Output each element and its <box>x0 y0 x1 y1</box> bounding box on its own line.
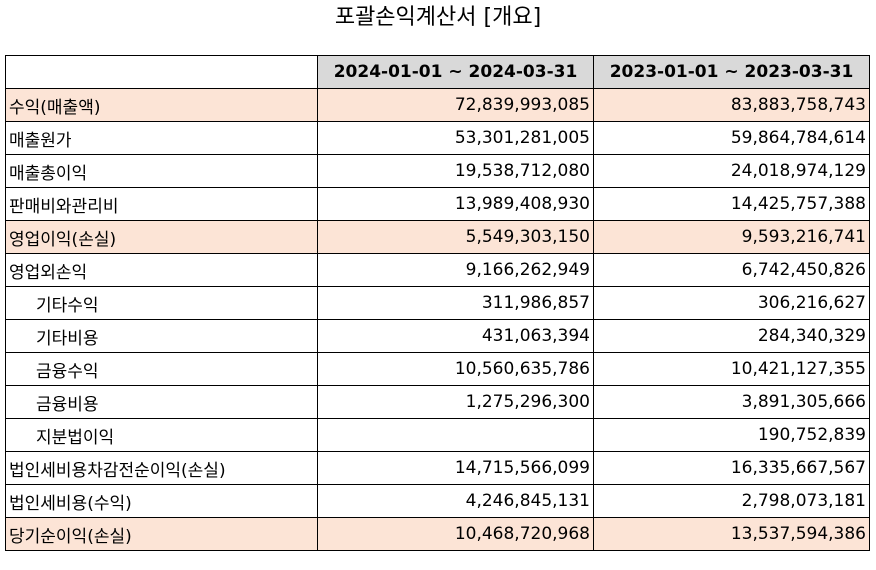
value-2024: 13,989,408,930 <box>317 187 594 221</box>
value-2023: 9,593,216,741 <box>593 220 870 254</box>
value-2024: 14,715,566,099 <box>317 451 594 485</box>
value-2024: 53,301,281,005 <box>317 121 594 155</box>
value-2024: 19,538,712,080 <box>317 154 594 188</box>
row-label: 판매비와관리비 <box>5 187 318 221</box>
value-2024: 10,560,635,786 <box>317 352 594 386</box>
value-2023: 190,752,839 <box>593 418 870 452</box>
table-row: 법인세비용(수익) 4,246,845,131 2,798,073,181 <box>5 484 870 518</box>
table-row: 기타수익 311,986,857 306,216,627 <box>5 286 870 320</box>
table-row: 법인세비용차감전순이익(손실) 14,715,566,099 16,335,667,… <box>5 451 870 485</box>
table-row: 판매비와관리비 13,989,408,930 14,425,757,388 <box>5 187 870 221</box>
row-label: 금융비용 <box>5 385 318 419</box>
value-2023: 284,340,329 <box>593 319 870 353</box>
header-period-2023: 2023-01-01 ~ 2023-03-31 <box>593 55 870 89</box>
table-row: 기타비용 431,063,394 284,340,329 <box>5 319 870 353</box>
table-row: 금융수익 10,560,635,786 10,421,127,355 <box>5 352 870 386</box>
header-period-2024: 2024-01-01 ~ 2024-03-31 <box>317 55 594 89</box>
row-label: 지분법이익 <box>5 418 318 452</box>
value-2023: 24,018,974,129 <box>593 154 870 188</box>
value-2024 <box>317 418 594 452</box>
row-label: 당기순이익(손실) <box>5 517 318 551</box>
page-title: 포괄손익계산서 [개요] <box>334 5 542 30</box>
row-label: 매출원가 <box>5 121 318 155</box>
table-row: 수익(매출액) 72,839,993,085 83,883,758,743 <box>5 88 870 122</box>
table-row: 영업이익(손실) 5,549,303,150 9,593,216,741 <box>5 220 870 254</box>
value-2023: 10,421,127,355 <box>593 352 870 386</box>
row-label: 기타수익 <box>5 286 318 320</box>
value-2024: 72,839,993,085 <box>317 88 594 122</box>
header-blank-cell <box>5 55 318 89</box>
table-row: 금융비용 1,275,296,300 3,891,305,666 <box>5 385 870 419</box>
value-2024: 5,549,303,150 <box>317 220 594 254</box>
value-2023: 16,335,667,567 <box>593 451 870 485</box>
value-2023: 14,425,757,388 <box>593 187 870 221</box>
value-2023: 13,537,594,386 <box>593 517 870 551</box>
value-2024: 10,468,720,968 <box>317 517 594 551</box>
value-2023: 59,864,784,614 <box>593 121 870 155</box>
row-label: 매출총이익 <box>5 154 318 188</box>
table-row: 영업외손익 9,166,262,949 6,742,450,826 <box>5 253 870 287</box>
value-2023: 3,891,305,666 <box>593 385 870 419</box>
value-2023: 83,883,758,743 <box>593 88 870 122</box>
table-row: 당기순이익(손실) 10,468,720,968 13,537,594,386 <box>5 517 870 551</box>
row-label: 법인세비용(수익) <box>5 484 318 518</box>
value-2024: 9,166,262,949 <box>317 253 594 287</box>
value-2024: 1,275,296,300 <box>317 385 594 419</box>
row-label: 기타비용 <box>5 319 318 353</box>
value-2024: 431,063,394 <box>317 319 594 353</box>
value-2023: 2,798,073,181 <box>593 484 870 518</box>
value-2024: 4,246,845,131 <box>317 484 594 518</box>
table-header-row: 2024-01-01 ~ 2024-03-31 2023-01-01 ~ 202… <box>5 55 870 89</box>
value-2023: 306,216,627 <box>593 286 870 320</box>
row-label: 영업외손익 <box>5 253 318 287</box>
table-row: 지분법이익 190,752,839 <box>5 418 870 452</box>
row-label: 영업이익(손실) <box>5 220 318 254</box>
value-2023: 6,742,450,826 <box>593 253 870 287</box>
value-2024: 311,986,857 <box>317 286 594 320</box>
row-label: 법인세비용차감전순이익(손실) <box>5 451 318 485</box>
row-label: 수익(매출액) <box>5 88 318 122</box>
table-row: 매출총이익 19,538,712,080 24,018,974,129 <box>5 154 870 188</box>
row-label: 금융수익 <box>5 352 318 386</box>
income-statement-table: 2024-01-01 ~ 2024-03-31 2023-01-01 ~ 202… <box>5 55 870 551</box>
table-body: 수익(매출액) 72,839,993,085 83,883,758,743 매출원가 5… <box>5 88 870 551</box>
table-row: 매출원가 53,301,281,005 59,864,784,614 <box>5 121 870 155</box>
